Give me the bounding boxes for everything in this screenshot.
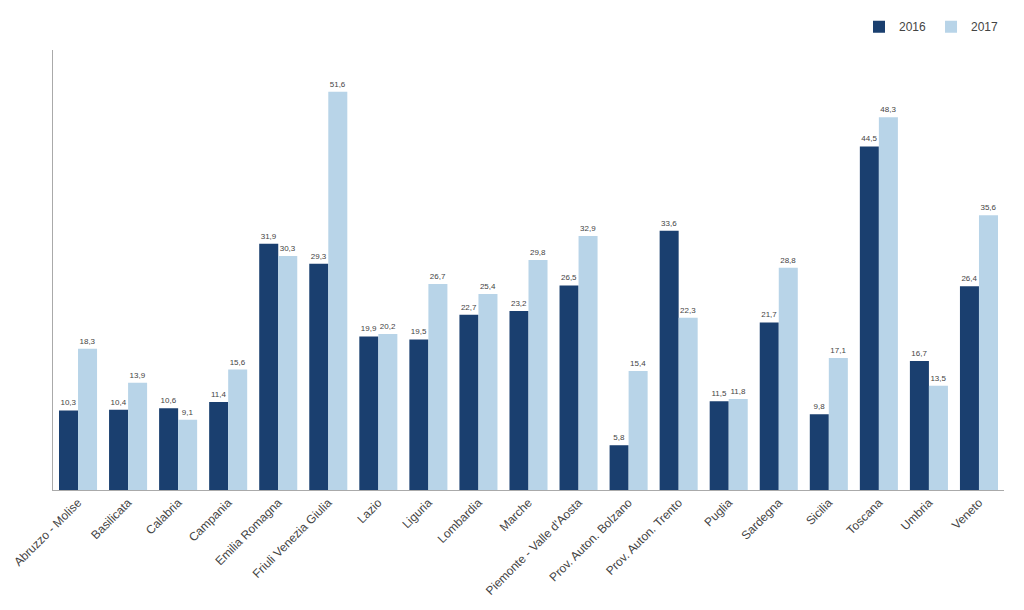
svg-text:Prov. Auton. Trento: Prov. Auton. Trento	[603, 496, 685, 578]
svg-text:13,5: 13,5	[930, 374, 946, 383]
svg-text:15,6: 15,6	[230, 358, 246, 367]
svg-text:48,3: 48,3	[880, 105, 896, 114]
svg-text:11,4: 11,4	[211, 390, 227, 399]
svg-text:29,8: 29,8	[530, 248, 546, 257]
svg-text:Umbria: Umbria	[898, 496, 935, 533]
svg-text:17,1: 17,1	[830, 346, 846, 355]
svg-text:10,3: 10,3	[60, 398, 76, 407]
svg-text:2016: 2016	[899, 20, 926, 34]
svg-text:Emilia Romagna: Emilia Romagna	[212, 496, 284, 568]
svg-text:22,7: 22,7	[461, 303, 477, 312]
svg-text:44,5: 44,5	[861, 134, 877, 143]
svg-text:Prov. Auton. Bolzano: Prov. Auton. Bolzano	[546, 496, 635, 585]
svg-text:51,6: 51,6	[330, 80, 346, 89]
svg-text:15,4: 15,4	[630, 359, 646, 368]
svg-text:19,5: 19,5	[411, 327, 427, 336]
svg-text:19,9: 19,9	[361, 324, 377, 333]
svg-text:9,8: 9,8	[813, 402, 825, 411]
svg-text:32,9: 32,9	[580, 224, 596, 233]
svg-text:Lazio: Lazio	[355, 496, 385, 526]
svg-text:Liguria: Liguria	[399, 496, 435, 532]
svg-text:Sicilia: Sicilia	[803, 496, 835, 528]
svg-text:11,8: 11,8	[730, 387, 746, 396]
svg-text:Sardegna: Sardegna	[738, 496, 785, 543]
svg-text:25,4: 25,4	[480, 282, 496, 291]
svg-text:20,2: 20,2	[380, 322, 396, 331]
svg-text:13,9: 13,9	[130, 371, 146, 380]
svg-text:Piemonte - Valle d'Aosta: Piemonte - Valle d'Aosta	[483, 496, 585, 598]
svg-text:33,6: 33,6	[661, 219, 677, 228]
svg-text:10,6: 10,6	[161, 396, 177, 405]
svg-text:18,3: 18,3	[79, 337, 95, 346]
svg-text:Veneto: Veneto	[949, 496, 986, 533]
svg-text:Campania: Campania	[186, 496, 235, 545]
svg-text:11,5: 11,5	[711, 389, 727, 398]
svg-text:16,7: 16,7	[911, 349, 927, 358]
svg-text:2017: 2017	[971, 20, 998, 34]
svg-text:26,5: 26,5	[561, 273, 577, 282]
svg-text:28,8: 28,8	[780, 256, 796, 265]
svg-text:26,7: 26,7	[430, 272, 446, 281]
svg-text:5,8: 5,8	[613, 433, 625, 442]
svg-text:Abruzzo - Molise: Abruzzo - Molise	[11, 496, 84, 569]
svg-text:Marche: Marche	[497, 496, 535, 534]
svg-text:Lombardia: Lombardia	[435, 496, 485, 546]
svg-text:9,1: 9,1	[182, 408, 194, 417]
svg-text:23,2: 23,2	[511, 299, 527, 308]
svg-text:Toscana: Toscana	[844, 496, 886, 538]
svg-text:29,3: 29,3	[311, 252, 327, 261]
svg-text:26,4: 26,4	[961, 274, 977, 283]
svg-text:Basilicata: Basilicata	[88, 496, 134, 542]
svg-text:35,6: 35,6	[980, 203, 996, 212]
svg-text:Puglia: Puglia	[702, 496, 736, 530]
svg-text:21,7: 21,7	[761, 310, 777, 319]
svg-text:22,3: 22,3	[680, 306, 696, 315]
svg-text:30,3: 30,3	[280, 244, 296, 253]
svg-text:Friuli Venezia Giulia: Friuli Venezia Giulia	[250, 496, 335, 581]
svg-text:31,9: 31,9	[261, 232, 277, 241]
svg-text:Calabria: Calabria	[143, 496, 185, 538]
svg-text:10,4: 10,4	[111, 398, 127, 407]
